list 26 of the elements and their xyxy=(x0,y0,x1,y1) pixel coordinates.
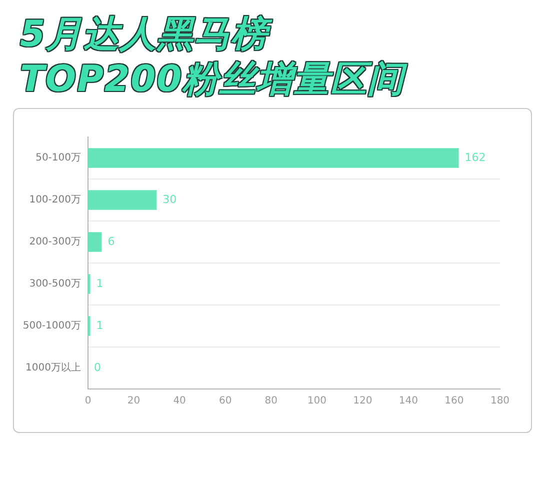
data-label: 1 xyxy=(96,276,104,290)
y-tick-label: 500-1000万 xyxy=(22,320,81,332)
x-tick-label: 80 xyxy=(264,396,278,407)
bar xyxy=(88,190,157,210)
chart-title: 5月达人黑马榜 TOP200粉丝增量区间 xyxy=(20,13,405,102)
x-tick-label: 20 xyxy=(127,396,140,407)
x-tick-label: 180 xyxy=(490,396,510,407)
bar xyxy=(88,148,459,168)
data-label: 1 xyxy=(96,318,104,332)
bar xyxy=(88,232,102,252)
data-label: 6 xyxy=(108,234,115,248)
y-tick-label: 300-500万 xyxy=(29,278,81,290)
data-label: 0 xyxy=(94,360,101,374)
y-tick-label: 50-100万 xyxy=(36,152,81,164)
x-tick-label: 60 xyxy=(218,396,232,407)
x-tick-label: 120 xyxy=(353,396,372,407)
y-tick-label: 200-300万 xyxy=(29,236,81,248)
y-tick-label: 100-200万 xyxy=(29,194,81,206)
x-tick-label: 40 xyxy=(173,396,186,407)
x-tick-label: 140 xyxy=(398,396,418,407)
y-tick-label: 1000万以上 xyxy=(26,362,81,374)
x-tick-label: 100 xyxy=(307,396,326,407)
x-tick-label: 0 xyxy=(84,396,92,407)
data-label: 30 xyxy=(162,192,177,206)
x-tick-label: 160 xyxy=(444,396,464,407)
data-label: 162 xyxy=(464,150,486,164)
